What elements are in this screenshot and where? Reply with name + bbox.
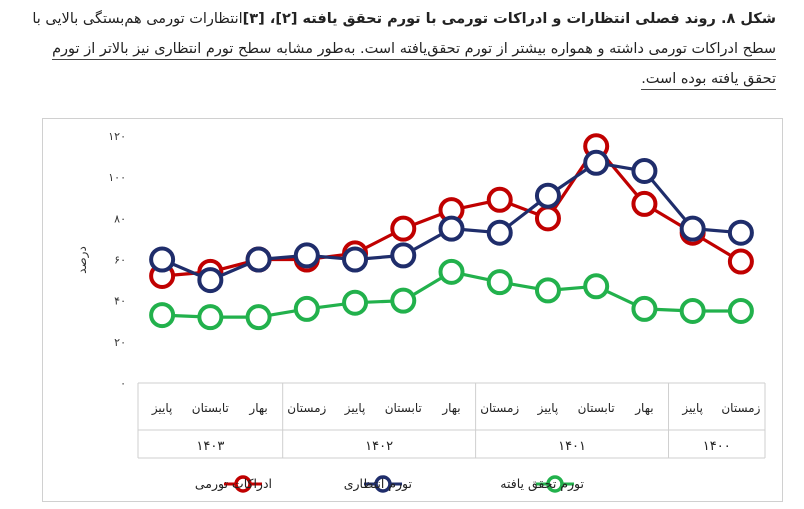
data-point <box>631 190 658 217</box>
data-point <box>727 297 754 324</box>
x-tick-label: بهار <box>634 401 653 416</box>
data-point <box>534 182 561 209</box>
data-point <box>534 205 561 232</box>
data-point <box>438 215 465 242</box>
chart-frame <box>42 118 783 502</box>
caption-line-1: شکل ۸. روند فصلی انتظارات و ادراکات تورم… <box>32 4 776 34</box>
x-tick-label: پاییز <box>681 401 703 416</box>
caption-line-2-text: سطح ادراکات تورمی داشته و همواره بیشتر ا… <box>52 41 776 60</box>
data-point <box>679 215 706 242</box>
data-point <box>245 304 272 331</box>
x-tick-label: زمستان <box>480 401 519 416</box>
y-tick-label: ۰ <box>120 377 126 390</box>
y-tick-label: ۱۲۰ <box>108 130 126 143</box>
year-label: ۱۴۰۲ <box>365 439 393 454</box>
legend-label: تورم انتظاری <box>344 476 413 492</box>
data-point <box>149 302 176 329</box>
legend-label: تورم تحقق یافته <box>500 476 584 492</box>
year-label: ۱۴۰۳ <box>196 439 224 454</box>
data-point <box>534 277 561 304</box>
data-point <box>197 267 224 294</box>
y-axis-label: درصد <box>75 246 90 274</box>
x-tick-label: تابستان <box>385 401 422 415</box>
legend-marker <box>234 475 252 493</box>
data-point <box>727 219 754 246</box>
data-point <box>342 246 369 273</box>
x-tick-label: پاییز <box>151 401 173 416</box>
data-point <box>486 269 513 296</box>
data-point <box>727 248 754 275</box>
y-tick-label: ۸۰ <box>114 212 126 225</box>
data-point <box>390 287 417 314</box>
x-tick-label: زمستان <box>287 401 326 416</box>
y-tick-label: ۶۰ <box>114 254 126 267</box>
data-point <box>293 242 320 269</box>
caption-heading: شکل ۸. روند فصلی انتظارات و ادراکات تورم… <box>242 11 776 27</box>
x-tick-label: زمستان <box>721 401 760 416</box>
data-point <box>583 273 610 300</box>
data-point <box>631 157 658 184</box>
caption-line-2: سطح ادراکات تورمی داشته و همواره بیشتر ا… <box>40 34 776 64</box>
data-point <box>438 258 465 285</box>
data-point <box>149 246 176 273</box>
legend-label: ادراکات تورمی <box>195 476 272 492</box>
x-tick-label: پاییز <box>537 401 559 416</box>
data-point <box>197 304 224 331</box>
data-point <box>583 149 610 176</box>
legend-marker <box>546 475 564 493</box>
data-point <box>679 297 706 324</box>
y-tick-label: ۲۰ <box>114 336 126 349</box>
data-point <box>486 186 513 213</box>
caption-line-1-tail: انتظارات تورمی هم‌بستگی بالایی با <box>32 11 243 27</box>
data-point <box>342 289 369 316</box>
year-label: ۱۴۰۰ <box>703 439 731 454</box>
data-point <box>390 215 417 242</box>
data-point <box>245 246 272 273</box>
data-point <box>486 219 513 246</box>
year-label: ۱۴۰۱ <box>558 439 586 454</box>
x-tick-label: تابستان <box>192 401 229 415</box>
caption-line-3-text: تحقق یافته بوده است. <box>641 71 776 90</box>
y-tick-label: ۴۰ <box>114 295 126 308</box>
data-point <box>631 295 658 322</box>
data-point <box>390 242 417 269</box>
x-tick-label: تابستان <box>578 401 615 415</box>
caption-line-3: تحقق یافته بوده است. <box>40 64 776 94</box>
x-tick-label: پاییز <box>344 401 366 416</box>
legend-marker <box>374 475 392 493</box>
figure-caption: شکل ۸. روند فصلی انتظارات و ادراکات تورم… <box>32 4 776 94</box>
data-point <box>293 295 320 322</box>
y-tick-label: ۱۰۰ <box>108 171 126 184</box>
x-tick-label: بهار <box>441 401 460 416</box>
x-tick-label: بهار <box>248 401 267 416</box>
